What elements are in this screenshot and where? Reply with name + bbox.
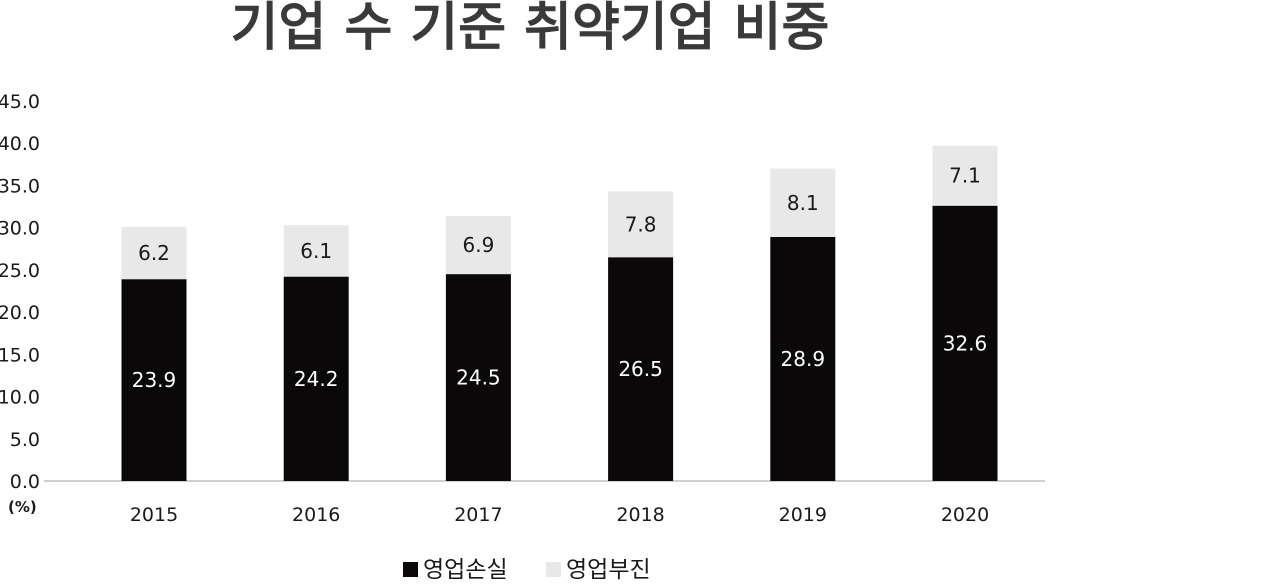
bar-weak-operating-2020 — [932, 145, 998, 206]
data-label: 23.9 — [132, 368, 177, 392]
bar-operating-loss-2020 — [932, 205, 998, 481]
legend-swatch-series-0 — [403, 562, 418, 577]
x-tick-label: 2017 — [454, 504, 502, 526]
bar-weak-operating-2015 — [121, 226, 187, 280]
bar-operating-loss-2019 — [770, 236, 836, 481]
y-tick-label: 20.0 — [0, 302, 40, 324]
data-label: 6.9 — [462, 233, 494, 257]
data-label: 24.2 — [294, 367, 339, 391]
bar-weak-operating-2018 — [608, 191, 674, 258]
data-label: 32.6 — [943, 331, 988, 355]
legend-swatch-series-1 — [546, 562, 561, 577]
legend-label-series-1: 영업부진 — [566, 557, 651, 583]
data-label: 6.2 — [138, 241, 170, 265]
bars: 23.9 6.2 24.2 6.1 24.5 6.9 26.5 7.8 28.9 8.1 32.6 7… — [121, 145, 998, 481]
x-tick-label: 2015 — [130, 504, 178, 526]
y-tick-label: 35.0 — [0, 175, 40, 197]
y-tick-label: 25.0 — [0, 260, 40, 282]
y-tick-label: 40.0 — [0, 133, 40, 155]
data-label: 24.5 — [456, 366, 501, 390]
x-tick-label: 2020 — [941, 504, 989, 526]
y-tick-label: 45.0 — [0, 91, 40, 113]
legend: 영업손실 영업부진 — [403, 557, 651, 583]
bar-operating-loss-2017 — [445, 274, 511, 481]
x-tick-label: 2016 — [292, 504, 340, 526]
x-axis: 2015 2016 2017 2018 2019 2020 — [130, 504, 989, 526]
unit-label: (%) — [8, 498, 37, 516]
bar-operating-loss-2016 — [283, 276, 349, 481]
x-tick-label: 2019 — [779, 504, 827, 526]
data-label: 6.1 — [300, 239, 332, 263]
y-tick-label: 10.0 — [0, 387, 40, 409]
x-tick-label: 2018 — [616, 504, 664, 526]
bar-operating-loss-2015 — [121, 279, 187, 481]
bar-weak-operating-2016 — [283, 225, 349, 277]
data-label: 26.5 — [618, 357, 663, 381]
y-tick-label: 30.0 — [0, 218, 40, 240]
y-tick-label: 5.0 — [10, 429, 40, 451]
y-axis: 0.0 5.0 10.0 15.0 20.0 25.0 30.0 35.0 40.0 45.0 — [0, 91, 40, 493]
y-tick-label: 15.0 — [0, 344, 40, 366]
bar-weak-operating-2017 — [445, 215, 511, 275]
bar-weak-operating-2019 — [770, 168, 836, 237]
legend-label-series-0: 영업손실 — [423, 557, 508, 583]
data-label: 8.1 — [787, 191, 819, 215]
data-label: 7.8 — [625, 212, 657, 236]
data-label: 28.9 — [781, 347, 826, 371]
chart-title: 기업 수 기준 취약기업 비중 — [231, 0, 830, 58]
y-tick-label: 0.0 — [10, 471, 40, 493]
bar-operating-loss-2018 — [608, 257, 674, 481]
data-label: 7.1 — [949, 164, 981, 188]
